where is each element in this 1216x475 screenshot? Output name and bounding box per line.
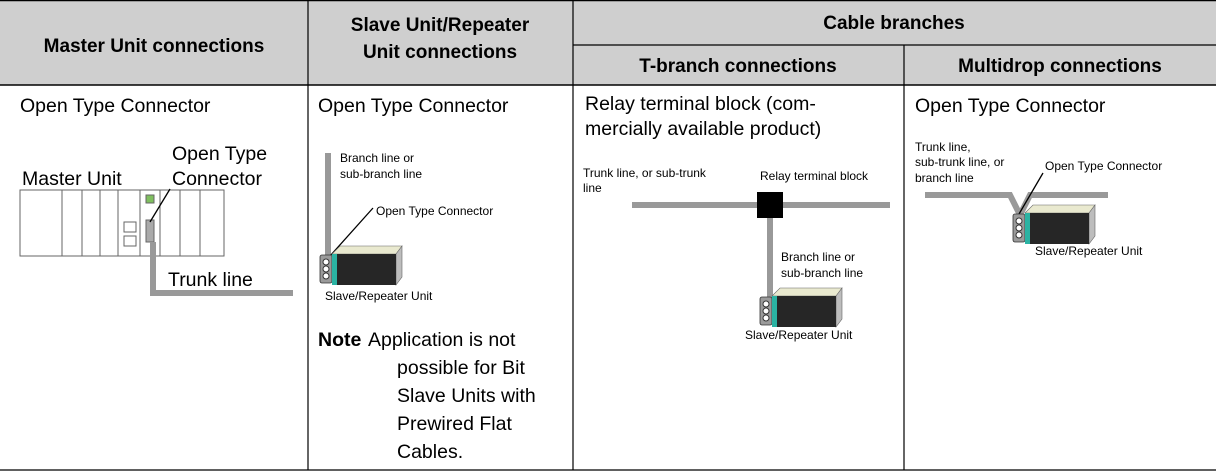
cell-heading: mercially available product) <box>585 118 821 140</box>
label: branch line <box>915 171 974 185</box>
master-unit-icon <box>19 189 225 257</box>
header-cell: Cable branches <box>823 13 965 34</box>
label: Trunk line, or sub-trunk <box>583 166 707 180</box>
label: Open Type Connector <box>376 204 493 218</box>
trunk-line <box>150 242 293 296</box>
label: Trunk line, <box>915 140 971 154</box>
cell-heading: Open Type Connector <box>915 95 1106 117</box>
slave-unit-icon <box>319 245 403 286</box>
label: Connector <box>172 168 262 190</box>
label: Master Unit <box>22 168 122 190</box>
label: sub-branch line <box>340 167 422 181</box>
note-text: Slave Units with <box>397 385 536 407</box>
pointer <box>1018 172 1044 215</box>
header-cell: Slave Unit/Repeater <box>351 15 530 36</box>
header-cell: Multidrop connections <box>958 56 1162 77</box>
pointer <box>329 207 374 257</box>
note-label: Note <box>318 329 361 351</box>
label: line <box>583 181 602 195</box>
header-cell: T-branch connections <box>639 56 836 77</box>
label: Trunk line <box>168 269 253 291</box>
cell-heading: Open Type Connector <box>318 95 509 117</box>
label: Slave/Repeater Unit <box>325 289 433 303</box>
label: Relay terminal block <box>760 169 869 183</box>
header-cell: Unit connections <box>363 42 517 63</box>
cell-heading: Relay terminal block (com- <box>585 93 816 115</box>
pointer <box>149 188 171 223</box>
cell-heading: Open Type Connector <box>20 95 211 117</box>
note-text: Prewired Flat <box>397 413 512 435</box>
label: sub-trunk line, or <box>915 155 1004 169</box>
header-background <box>0 0 1216 85</box>
label: Open Type Connector <box>1045 159 1162 173</box>
header-cell: Master Unit connections <box>44 36 265 57</box>
relay-terminal-block <box>757 192 783 218</box>
note-text: Cables. <box>397 441 463 463</box>
label: Open Type <box>172 143 267 165</box>
label: Branch line or <box>340 151 414 165</box>
label: Branch line or <box>781 250 855 264</box>
note-text: Application is not <box>368 329 516 351</box>
label: Slave/Repeater Unit <box>1035 244 1143 258</box>
label: Slave/Repeater Unit <box>745 328 853 342</box>
label: sub-branch line <box>781 266 863 280</box>
note-text: possible for Bit <box>397 357 525 379</box>
